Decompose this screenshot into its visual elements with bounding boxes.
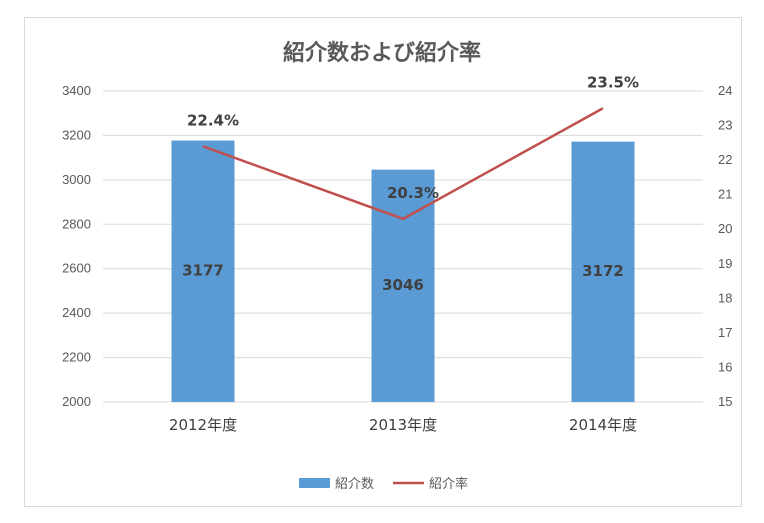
- line-data-label: 22.4%: [187, 111, 239, 129]
- bar-data-label: 3046: [382, 276, 424, 294]
- category-axis: 2012年度 2013年度 2014年度: [169, 416, 637, 434]
- right-tick-label: 20: [718, 221, 732, 236]
- bar-data-label: 3172: [582, 262, 624, 280]
- left-tick-label: 3000: [62, 172, 91, 187]
- bar-series: 3177 3046 3172: [171, 140, 635, 403]
- left-tick-label: 2400: [62, 305, 91, 320]
- category-label: 2013年度: [369, 416, 437, 434]
- right-axis: 15 16 17 18 19 20 21 22 23 24: [718, 83, 732, 409]
- line-data-label: 20.3%: [387, 184, 439, 202]
- line-data-label: 23.5%: [587, 73, 639, 91]
- category-label: 2014年度: [569, 416, 637, 434]
- right-tick-label: 24: [718, 83, 732, 98]
- bar: [171, 140, 235, 403]
- right-tick-label: 23: [718, 118, 732, 133]
- bar: [571, 141, 635, 403]
- right-tick-label: 21: [718, 187, 732, 202]
- left-tick-label: 2000: [62, 394, 91, 409]
- right-tick-label: 16: [718, 359, 732, 374]
- right-tick-label: 22: [718, 152, 732, 167]
- right-tick-label: 19: [718, 256, 732, 271]
- left-axis: 2000 2200 2400 2600 2800 3000 3200 3400: [62, 83, 91, 409]
- right-tick-label: 18: [718, 290, 732, 305]
- legend-label-line: 紹介率: [429, 476, 468, 492]
- legend-swatch-bar: [299, 478, 330, 488]
- left-tick-label: 3400: [62, 83, 91, 98]
- legend: 紹介数 紹介率: [299, 476, 468, 492]
- legend-label-bar: 紹介数: [335, 477, 374, 492]
- left-tick-label: 2800: [62, 216, 91, 231]
- bar-data-label: 3177: [182, 261, 224, 279]
- category-label: 2012年度: [169, 416, 237, 434]
- left-tick-label: 2600: [62, 261, 91, 276]
- right-tick-label: 17: [718, 325, 732, 340]
- left-tick-label: 2200: [62, 350, 91, 365]
- left-tick-label: 3200: [62, 127, 91, 142]
- line-series: 22.4% 20.3% 23.5%: [187, 73, 639, 221]
- chart-title: 紹介数および紹介率: [283, 40, 481, 66]
- right-tick-label: 15: [718, 394, 732, 409]
